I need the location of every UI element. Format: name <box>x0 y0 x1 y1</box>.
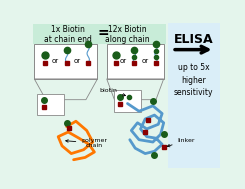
Bar <box>107 44 164 79</box>
Bar <box>33 24 166 44</box>
Text: 12x Biotin
along chain: 12x Biotin along chain <box>105 25 150 44</box>
Text: polymer
chain: polymer chain <box>66 138 107 148</box>
Text: or: or <box>51 58 59 64</box>
Bar <box>34 44 98 79</box>
Text: ELISA: ELISA <box>174 33 214 46</box>
Text: biotin: biotin <box>99 88 125 96</box>
Text: or: or <box>120 58 127 64</box>
Text: 1x Biotin
at chain end: 1x Biotin at chain end <box>44 25 92 44</box>
Text: up to 5x
higher
sensitivity: up to 5x higher sensitivity <box>174 64 213 98</box>
Text: or: or <box>142 58 149 64</box>
Bar <box>114 91 141 112</box>
Bar <box>31 23 168 168</box>
Text: or: or <box>74 58 81 64</box>
Text: =: = <box>97 26 109 40</box>
Bar <box>168 23 220 168</box>
Bar <box>37 94 64 115</box>
Text: linker: linker <box>167 138 195 147</box>
